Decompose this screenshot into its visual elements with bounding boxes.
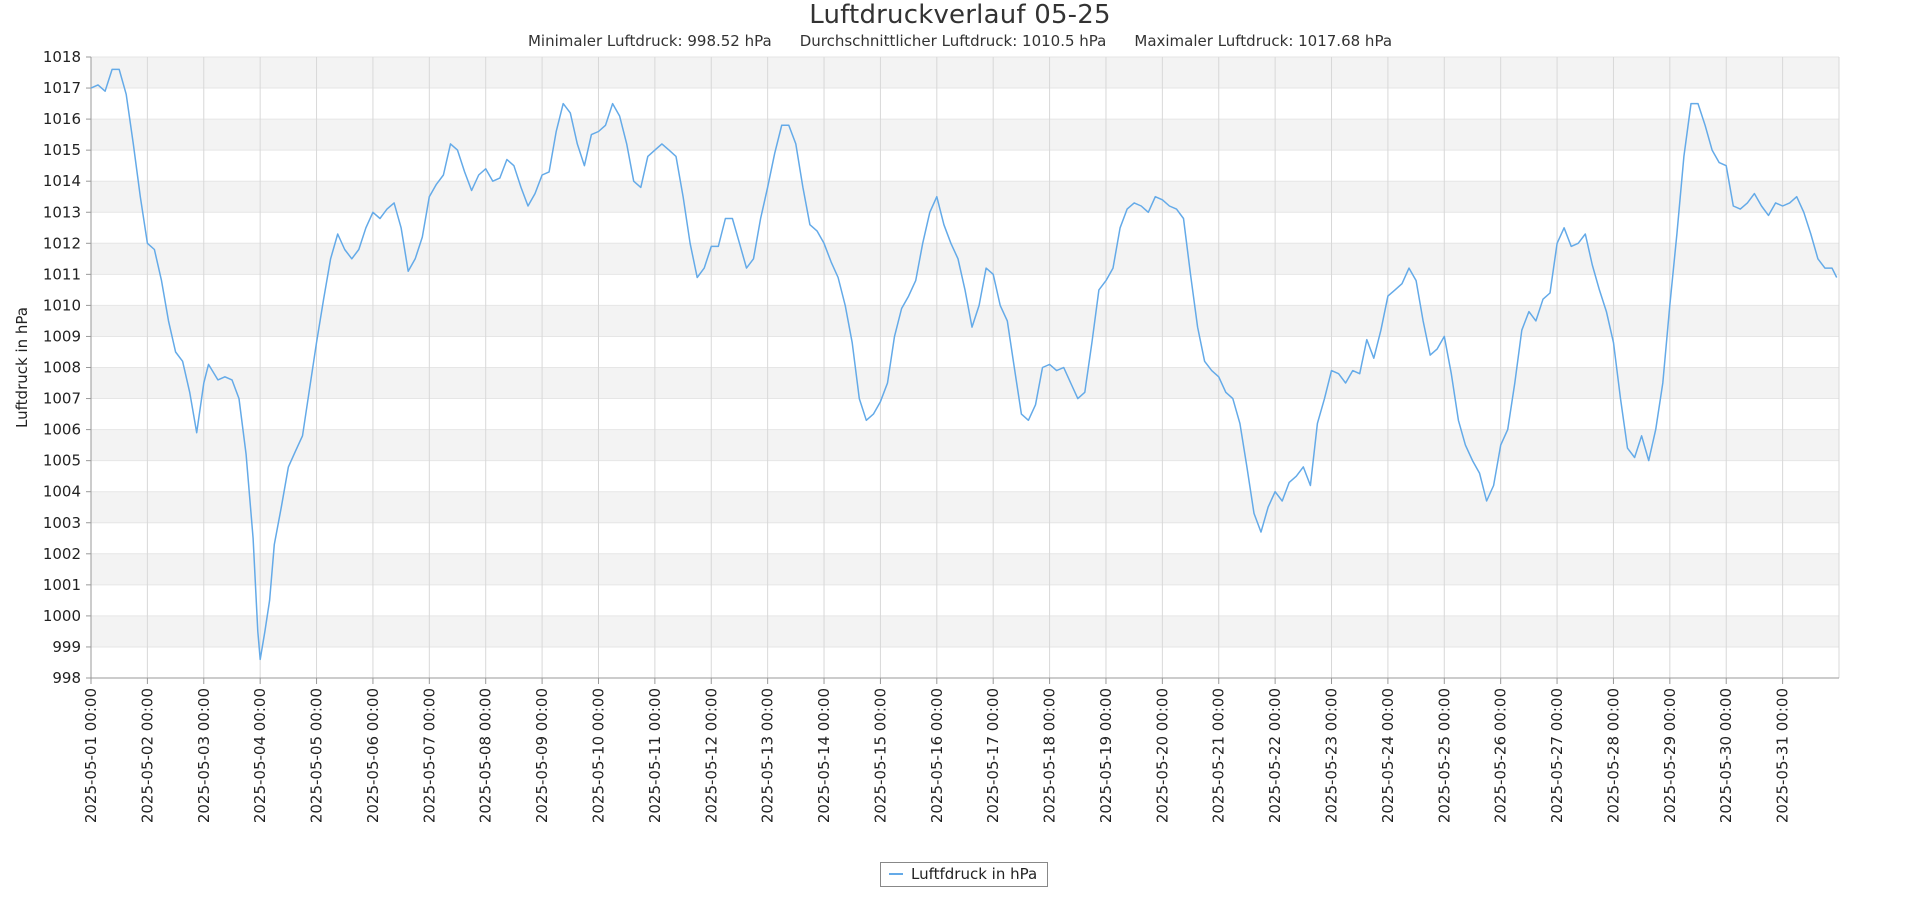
x-tick-label: 2025-05-11 00:00: [646, 688, 664, 823]
y-tick-label: 1005: [43, 452, 81, 470]
x-tick-label: 2025-05-24 00:00: [1379, 688, 1397, 823]
y-tick-label: 1011: [43, 265, 81, 283]
x-tick-label: 2025-05-08 00:00: [477, 688, 495, 823]
max-pressure-label: Maximaler Luftdruck: 1017.68 hPa: [1134, 32, 1393, 50]
x-tick-label: 2025-05-16 00:00: [928, 688, 946, 823]
x-tick-label: 2025-05-29 00:00: [1661, 688, 1679, 823]
legend-line-swatch: [889, 873, 903, 875]
x-tick-label: 2025-05-09 00:00: [533, 688, 551, 823]
y-tick-label: 1016: [43, 110, 81, 128]
y-tick-label: 1015: [43, 141, 81, 159]
grid-band: [91, 367, 1839, 399]
x-tick-label: 2025-05-13 00:00: [759, 688, 777, 823]
y-tick-label: 1013: [43, 203, 81, 221]
y-tick-label: 1001: [43, 576, 81, 594]
y-tick-label: 999: [52, 638, 81, 656]
y-tick-label: 1009: [43, 327, 81, 345]
y-tick-label: 1007: [43, 390, 81, 408]
x-tick-label: 2025-05-12 00:00: [702, 688, 720, 823]
y-tick-label: 1006: [43, 421, 81, 439]
grid-band: [91, 181, 1839, 213]
y-tick-label: 1000: [43, 607, 81, 625]
y-tick-label: 1012: [43, 234, 81, 252]
legend-label: Luftfdruck in hPa: [911, 865, 1038, 883]
min-pressure-label: Minimaler Luftdruck: 998.52 hPa: [527, 32, 772, 50]
x-tick-label: 2025-05-02 00:00: [138, 688, 156, 823]
y-tick-label: 1010: [43, 296, 81, 314]
y-tick-label: 998: [52, 669, 81, 687]
x-tick-label: 2025-05-10 00:00: [589, 688, 607, 823]
y-tick-label: 1017: [43, 79, 81, 97]
chart-subtitle: Minimaler Luftdruck: 998.52 hPa Durchschn…: [0, 32, 1920, 50]
grid-band: [91, 243, 1839, 275]
grid-band: [91, 429, 1839, 461]
x-tick-label: 2025-05-20 00:00: [1153, 688, 1171, 823]
x-tick-label: 2025-05-31 00:00: [1774, 688, 1792, 823]
chart-title: Luftdruckverlauf 05-25: [809, 0, 1111, 30]
grid-band: [91, 305, 1839, 337]
y-tick-label: 1003: [43, 514, 81, 532]
grid-band: [91, 491, 1839, 523]
chart-legend[interactable]: Luftfdruck in hPa: [880, 862, 1049, 887]
x-tick-label: 2025-05-19 00:00: [1097, 688, 1115, 823]
series-line: [90, 68, 1838, 661]
x-tick-label: 2025-05-03 00:00: [195, 688, 213, 823]
x-tick-label: 2025-05-21 00:00: [1210, 688, 1228, 823]
x-tick-label: 2025-05-17 00:00: [984, 688, 1002, 823]
y-tick-label: 1014: [43, 172, 81, 190]
x-tick-label: 2025-05-01 00:00: [82, 688, 100, 823]
grid-band: [91, 57, 1839, 89]
x-tick-label: 2025-05-15 00:00: [871, 688, 889, 823]
x-tick-label: 2025-05-04 00:00: [251, 688, 269, 823]
x-tick-label: 2025-05-22 00:00: [1266, 688, 1284, 823]
x-tick-label: 2025-05-25 00:00: [1435, 688, 1453, 823]
y-tick-label: 1004: [43, 483, 81, 501]
grid-band: [91, 553, 1839, 585]
y-tick-label: 1008: [43, 359, 81, 377]
y-tick-label: 1018: [43, 48, 81, 66]
x-tick-label: 2025-05-05 00:00: [308, 688, 326, 823]
y-axis-title: Luftdruck in hPa: [13, 307, 31, 428]
x-tick-label: 2025-05-18 00:00: [1041, 688, 1059, 823]
x-tick-label: 2025-05-30 00:00: [1717, 688, 1735, 823]
grid-band: [91, 119, 1839, 151]
avg-pressure-label: Durchschnittlicher Luftdruck: 1010.5 hPa: [799, 32, 1107, 50]
x-tick-label: 2025-05-14 00:00: [815, 688, 833, 823]
x-tick-label: 2025-05-28 00:00: [1604, 688, 1622, 823]
x-tick-label: 2025-05-27 00:00: [1548, 688, 1566, 823]
x-tick-label: 2025-05-07 00:00: [420, 688, 438, 823]
y-tick-label: 1002: [43, 545, 81, 563]
x-tick-label: 2025-05-23 00:00: [1323, 688, 1341, 823]
x-tick-label: 2025-05-26 00:00: [1492, 688, 1510, 823]
grid-band: [91, 615, 1839, 647]
x-tick-label: 2025-05-06 00:00: [364, 688, 382, 823]
